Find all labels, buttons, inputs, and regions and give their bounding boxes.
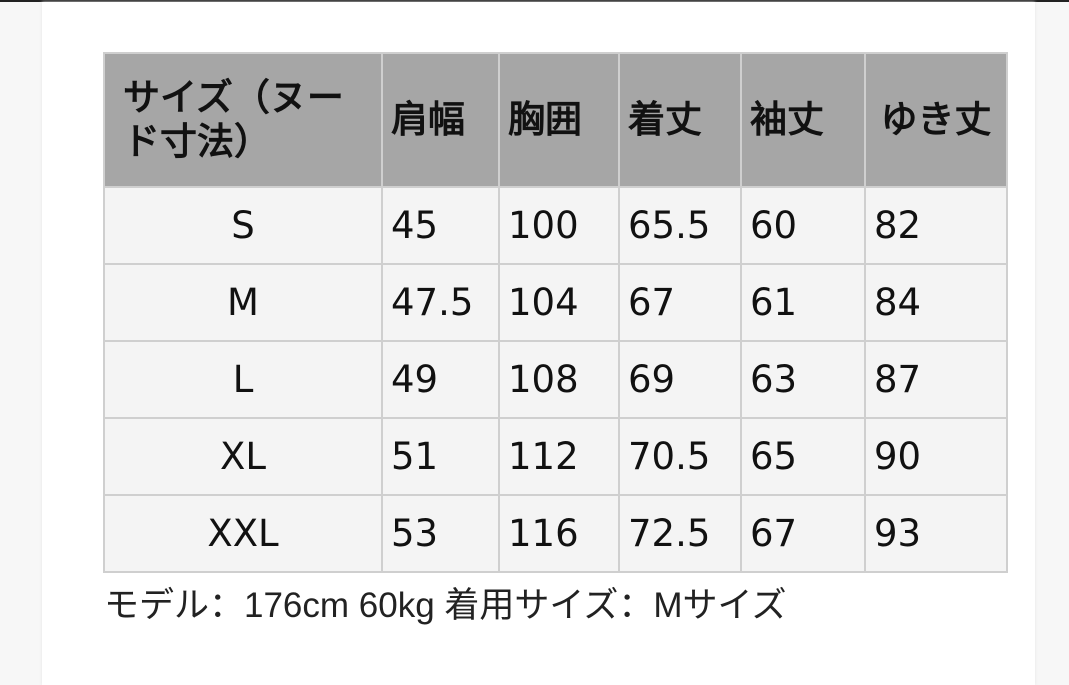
table-row: M 47.5 104 67 61 84	[103, 263, 1008, 342]
cell-size: L	[103, 340, 383, 419]
size-table: サイズ（ヌード寸法） 肩幅 胸囲 着丈 袖丈 ゆき丈 S 45 100 65.5 60 8…	[103, 52, 1008, 573]
table-row: S 45 100 65.5 60 82	[103, 186, 1008, 265]
cell-sleeve: 65	[740, 417, 866, 496]
cell-yuki: 90	[864, 417, 1008, 496]
cell-size: XXL	[103, 494, 383, 573]
cell-sleeve: 60	[740, 186, 866, 265]
header-chest: 胸囲	[498, 52, 620, 188]
cell-size: M	[103, 263, 383, 342]
table-row: XL 51 112 70.5 65 90	[103, 417, 1008, 496]
page-content: サイズ（ヌード寸法） 肩幅 胸囲 着丈 袖丈 ゆき丈 S 45 100 65.5 60 8…	[42, 2, 1035, 685]
cell-sleeve: 63	[740, 340, 866, 419]
cell-length: 70.5	[618, 417, 742, 496]
cell-yuki: 84	[864, 263, 1008, 342]
cell-shoulder: 53	[381, 494, 500, 573]
cell-sleeve: 67	[740, 494, 866, 573]
cell-yuki: 82	[864, 186, 1008, 265]
cell-size: XL	[103, 417, 383, 496]
cell-chest: 104	[498, 263, 620, 342]
cell-yuki: 93	[864, 494, 1008, 573]
cell-shoulder: 51	[381, 417, 500, 496]
header-yuki: ゆき丈	[864, 52, 1008, 188]
cell-chest: 100	[498, 186, 620, 265]
cell-length: 72.5	[618, 494, 742, 573]
cell-size: S	[103, 186, 383, 265]
top-border	[0, 0, 1069, 2]
header-size: サイズ（ヌード寸法）	[103, 52, 383, 188]
model-caption: モデル：176cm 60kg 着用サイズ：Mサイズ	[104, 586, 787, 625]
cell-chest: 112	[498, 417, 620, 496]
cell-shoulder: 49	[381, 340, 500, 419]
cell-chest: 108	[498, 340, 620, 419]
cell-shoulder: 45	[381, 186, 500, 265]
cell-sleeve: 61	[740, 263, 866, 342]
cell-chest: 116	[498, 494, 620, 573]
header-shoulder: 肩幅	[381, 52, 500, 188]
cell-length: 67	[618, 263, 742, 342]
table-row: L 49 108 69 63 87	[103, 340, 1008, 419]
header-sleeve: 袖丈	[740, 52, 866, 188]
table-row: XXL 53 116 72.5 67 93	[103, 494, 1008, 573]
header-row: サイズ（ヌード寸法） 肩幅 胸囲 着丈 袖丈 ゆき丈	[103, 52, 1008, 188]
header-length: 着丈	[618, 52, 742, 188]
cell-length: 69	[618, 340, 742, 419]
cell-length: 65.5	[618, 186, 742, 265]
cell-shoulder: 47.5	[381, 263, 500, 342]
cell-yuki: 87	[864, 340, 1008, 419]
